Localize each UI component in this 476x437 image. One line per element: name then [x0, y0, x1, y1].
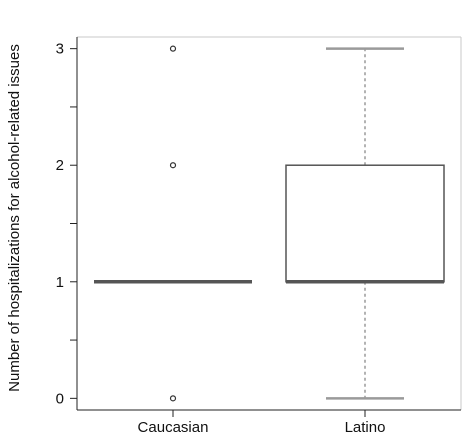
- box-caucasian: [94, 45, 252, 402]
- y-tick-label: 0: [56, 390, 64, 407]
- y-tick-label: 2: [56, 157, 64, 174]
- box-latino: [285, 47, 445, 400]
- outlier-point: [169, 395, 177, 402]
- y-axis: 0 1 2 3: [56, 41, 77, 407]
- outlier-point: [169, 162, 177, 169]
- box-series: [94, 45, 445, 402]
- x-tick-label: Latino: [345, 419, 386, 436]
- y-tick-label: 1: [56, 274, 64, 291]
- y-tick-label: 3: [56, 41, 64, 58]
- x-axis: Caucasian Latino: [138, 410, 386, 436]
- x-tick-label: Caucasian: [138, 419, 209, 436]
- interquartile-box: [285, 164, 445, 283]
- outlier-point: [169, 45, 177, 52]
- plot-frame: [76, 36, 462, 411]
- y-axis-label: Number of hospitalizations for alcohol-r…: [6, 44, 23, 392]
